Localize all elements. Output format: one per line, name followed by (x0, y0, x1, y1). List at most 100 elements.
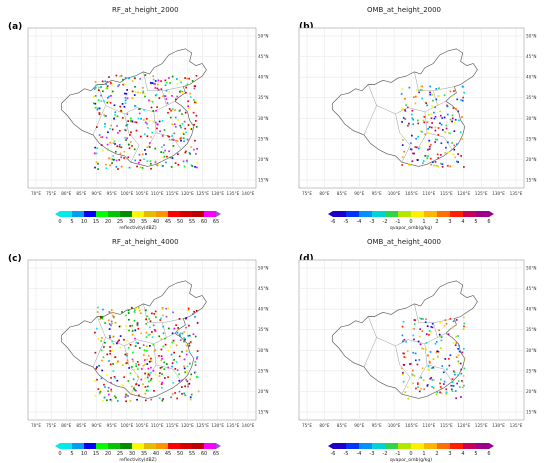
data-cell (134, 345, 137, 347)
data-cell (109, 141, 111, 144)
data-cell (101, 317, 104, 320)
data-cell (174, 392, 176, 394)
colorbar-tick: 3 (448, 219, 451, 225)
data-cell (108, 334, 111, 337)
data-cell (108, 311, 111, 313)
data-cell (432, 358, 435, 360)
data-cell (102, 90, 104, 93)
data-cell (161, 146, 163, 149)
data-cell (95, 367, 98, 370)
colorbar-segment (463, 443, 477, 449)
data-cell (188, 342, 191, 345)
data-cell (97, 162, 99, 165)
data-cell (411, 109, 414, 112)
lat-tick-label: 20°N (258, 157, 269, 162)
data-cell (425, 102, 428, 105)
data-cell (117, 85, 119, 88)
data-cell (113, 140, 116, 143)
data-cell (196, 147, 198, 150)
data-cell (121, 117, 124, 119)
data-cell (401, 334, 404, 337)
data-cell (458, 119, 460, 122)
colorbar-segment (72, 443, 85, 449)
data-cell (114, 116, 117, 118)
data-cell (172, 381, 175, 384)
data-cell (148, 318, 151, 320)
data-cell (171, 365, 173, 368)
data-cell (133, 148, 136, 151)
data-cell (123, 105, 126, 108)
colorbar-tick: -2 (383, 451, 388, 457)
data-cell (187, 124, 190, 126)
data-cell (196, 161, 199, 164)
data-cell (161, 381, 163, 384)
data-cell (94, 106, 97, 109)
data-cell (108, 157, 111, 160)
data-cell (435, 164, 438, 167)
data-cell (196, 376, 199, 379)
data-cell (130, 120, 132, 122)
data-cell (188, 362, 191, 365)
data-cell (144, 386, 147, 388)
data-cell (143, 349, 146, 352)
data-cell (126, 352, 129, 355)
data-cell (427, 148, 429, 151)
data-cell (190, 146, 193, 148)
data-cell (148, 360, 151, 363)
data-cell (178, 333, 181, 336)
colorbar-tick: 15 (93, 219, 99, 225)
data-cell (156, 164, 159, 167)
data-cell (441, 165, 444, 168)
data-cell (152, 369, 155, 372)
lat-tick-label: 15°N (526, 410, 537, 415)
colorbar-tick: -2 (383, 219, 388, 225)
data-cell (110, 94, 112, 97)
data-cell (415, 137, 417, 140)
lat-tick-label: 35°N (526, 327, 537, 332)
data-cell (174, 126, 177, 128)
data-cell (143, 359, 146, 361)
data-cell (457, 335, 459, 337)
lon-tick-label: 80°E (61, 423, 71, 428)
data-cell (406, 106, 409, 109)
data-cell (159, 130, 161, 133)
data-cell (184, 371, 187, 374)
data-cell (129, 343, 132, 346)
data-cell (434, 106, 437, 108)
data-cell (185, 378, 188, 381)
data-cell (168, 108, 171, 110)
data-cell (103, 396, 106, 399)
panel-label: (d) (299, 254, 314, 264)
colorbar-segment (60, 443, 73, 449)
data-cell (173, 359, 175, 361)
data-cell (149, 345, 151, 347)
data-cell (429, 157, 432, 160)
data-cell (438, 329, 441, 332)
data-cell (105, 86, 108, 89)
data-cell (162, 151, 165, 154)
data-cell (434, 161, 437, 163)
data-cell (146, 389, 148, 392)
data-cell (124, 129, 127, 132)
data-cell (454, 344, 457, 347)
colorbar-segment (108, 443, 121, 449)
data-cell (133, 368, 135, 371)
data-cell (118, 145, 121, 148)
data-cell (178, 380, 181, 382)
data-cell (102, 356, 105, 359)
lon-tick-label: 135°E (226, 191, 239, 196)
data-cell (426, 385, 429, 387)
data-cell (429, 91, 431, 94)
data-cell (461, 380, 464, 383)
data-cell (128, 147, 131, 150)
panel-title: OMB_at_height_2000 (367, 6, 442, 14)
data-cell (184, 127, 187, 130)
data-cell (415, 95, 417, 98)
data-cell (440, 142, 443, 145)
data-cell (189, 341, 192, 343)
data-cell (436, 103, 439, 105)
data-cell (170, 166, 173, 168)
data-cell (113, 376, 116, 378)
data-cell (454, 107, 457, 110)
data-cell (414, 102, 417, 105)
